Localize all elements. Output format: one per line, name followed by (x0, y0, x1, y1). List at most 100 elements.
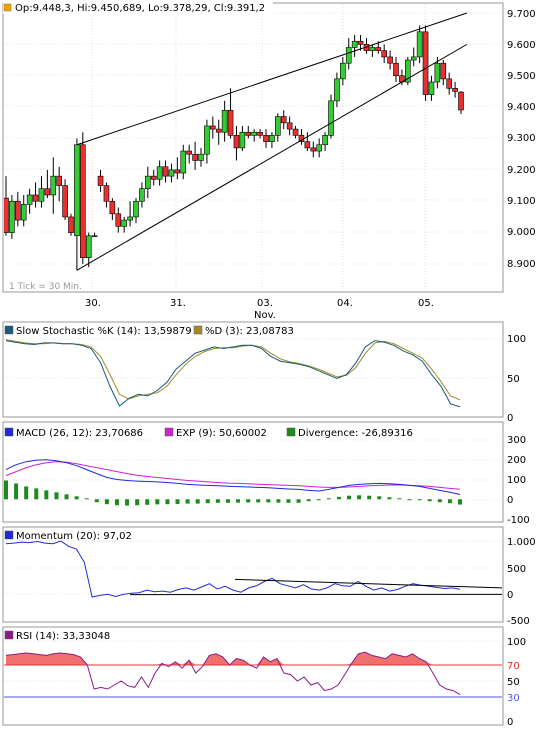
divergence-bar (195, 499, 200, 504)
y-tick-label: 100 (507, 637, 526, 648)
candle-body (381, 50, 387, 58)
rsi-line (5, 651, 461, 696)
candle-body (227, 109, 234, 136)
candle-body (351, 40, 358, 48)
divergence-bar (4, 480, 8, 500)
candle-body (245, 131, 252, 136)
divergence-bar (114, 499, 119, 506)
divergence-bar (236, 499, 241, 503)
divergence-legend-swatch (286, 427, 296, 437)
divergence-bar (296, 499, 301, 503)
candle-body (369, 47, 376, 51)
candle-body (103, 185, 110, 202)
stochastic-d-line (5, 339, 461, 401)
divergence-bar (155, 499, 160, 505)
divergence-bar (347, 495, 352, 500)
candle-body (286, 122, 293, 130)
divergence-bar (246, 499, 251, 503)
divergence-bar (14, 483, 19, 500)
candle-body (56, 175, 62, 186)
divergence-bar (205, 499, 210, 504)
candle-body (345, 47, 352, 64)
divergence-bar (286, 499, 291, 503)
divergence-bar (125, 499, 130, 506)
candle-body (239, 131, 246, 149)
candle-body (91, 235, 98, 238)
candle-body (139, 188, 145, 202)
candle-body (80, 144, 86, 259)
candle-body (440, 62, 447, 80)
y-tick-label: 9.500 (507, 71, 536, 82)
candle-body (198, 153, 204, 161)
divergence-bar (276, 499, 281, 503)
x-tick-label: 04. (337, 298, 353, 309)
candle-body (375, 47, 382, 51)
y-tick-label: 100 (507, 475, 526, 486)
macd-panel: MACD (26, 12): 23,70686 EXP (9): 50,6000… (2, 421, 530, 526)
momentum-lines (5, 540, 503, 598)
momentum-panel-frame (2, 526, 504, 623)
candle-body (263, 135, 269, 142)
k-legend-swatch (4, 325, 14, 335)
candle-body (168, 169, 175, 177)
y-tick-label: 0 (507, 495, 513, 506)
divergence-bar (34, 488, 39, 500)
divergence-bar (447, 499, 452, 504)
candle-body (215, 128, 222, 133)
candle-body (50, 175, 57, 196)
divergence-bar (215, 499, 220, 503)
candle-body (322, 135, 328, 146)
y-tick-label: 9.700 (507, 9, 536, 20)
candle-body (174, 169, 181, 174)
price-panel: Op:9.448,3, Hi:9.450,689, Lo:9.378,29, C… (2, 0, 536, 321)
candle-body (405, 59, 411, 83)
candle-body (109, 200, 116, 215)
divergence-bar (94, 499, 99, 503)
candle-body (38, 188, 45, 202)
tick-note: 1 Tick = 30 Min. (9, 282, 82, 292)
rsi-lines (4, 651, 502, 698)
y-tick-label: 0 (507, 590, 513, 601)
price-trendlines (76, 12, 468, 271)
y-tick-label: 100 (507, 334, 526, 345)
exp-line (5, 461, 461, 490)
divergence-bar (84, 498, 89, 500)
divergence-bar (135, 499, 140, 506)
y-tick-label: 50 (507, 677, 520, 688)
y-tick-label: 0 (507, 413, 513, 424)
candle-body (340, 62, 346, 80)
x-month-label: Nov. (254, 310, 276, 321)
rsi-legend-swatch (4, 630, 14, 640)
y-tick-label: 9.600 (507, 40, 536, 51)
stochastic-k-line (5, 340, 461, 408)
candle-body (434, 62, 441, 83)
y-tick-label: -500 (507, 616, 530, 627)
x-tick-label: 05. (418, 298, 434, 309)
divergence-bar (54, 492, 59, 500)
divergence-bar (377, 496, 382, 500)
rsi-panel-frame (2, 626, 504, 726)
candle-body (292, 128, 299, 136)
candle-body (204, 125, 210, 155)
x-tick-label: 30. (85, 298, 101, 309)
candle-body (416, 31, 423, 58)
divergence-bar (387, 497, 392, 500)
candle-body (20, 204, 27, 221)
candle-body (458, 91, 464, 111)
macd-panel-frame (2, 421, 504, 523)
candle-body (357, 40, 364, 45)
candle-body (4, 197, 9, 233)
candle-body (127, 216, 133, 221)
divergence-bar (145, 499, 150, 505)
rsi-panel: RSI (14): 33,33048 100 70 50 30 0 (2, 626, 526, 728)
candle-body (74, 144, 80, 237)
candle-body (26, 194, 33, 205)
candle-body (251, 131, 257, 136)
divergence-bar (458, 499, 462, 505)
candle-body (121, 219, 127, 227)
divergence-bar (266, 499, 271, 503)
candle-body (15, 200, 21, 221)
macd-divergence-bars (4, 480, 462, 506)
divergence-bar (185, 499, 190, 504)
candle-body (410, 56, 417, 61)
